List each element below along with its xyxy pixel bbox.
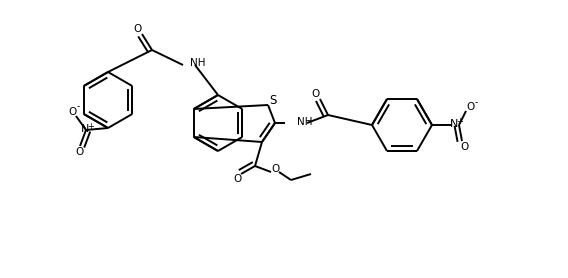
Text: NH: NH <box>190 58 206 68</box>
Text: O: O <box>271 164 279 174</box>
Text: O: O <box>460 142 468 152</box>
Text: O: O <box>75 147 83 157</box>
Text: +: + <box>457 116 463 125</box>
Text: NH: NH <box>297 117 312 127</box>
Text: +: + <box>87 121 94 130</box>
Text: O: O <box>233 174 241 184</box>
Text: O: O <box>133 24 141 34</box>
Text: O: O <box>311 89 319 99</box>
Text: O: O <box>466 102 474 112</box>
Text: N: N <box>450 119 458 129</box>
Text: -: - <box>76 103 80 111</box>
Text: S: S <box>269 93 277 106</box>
Text: N: N <box>81 124 89 134</box>
Text: -: - <box>474 98 478 108</box>
Text: O: O <box>68 107 76 117</box>
